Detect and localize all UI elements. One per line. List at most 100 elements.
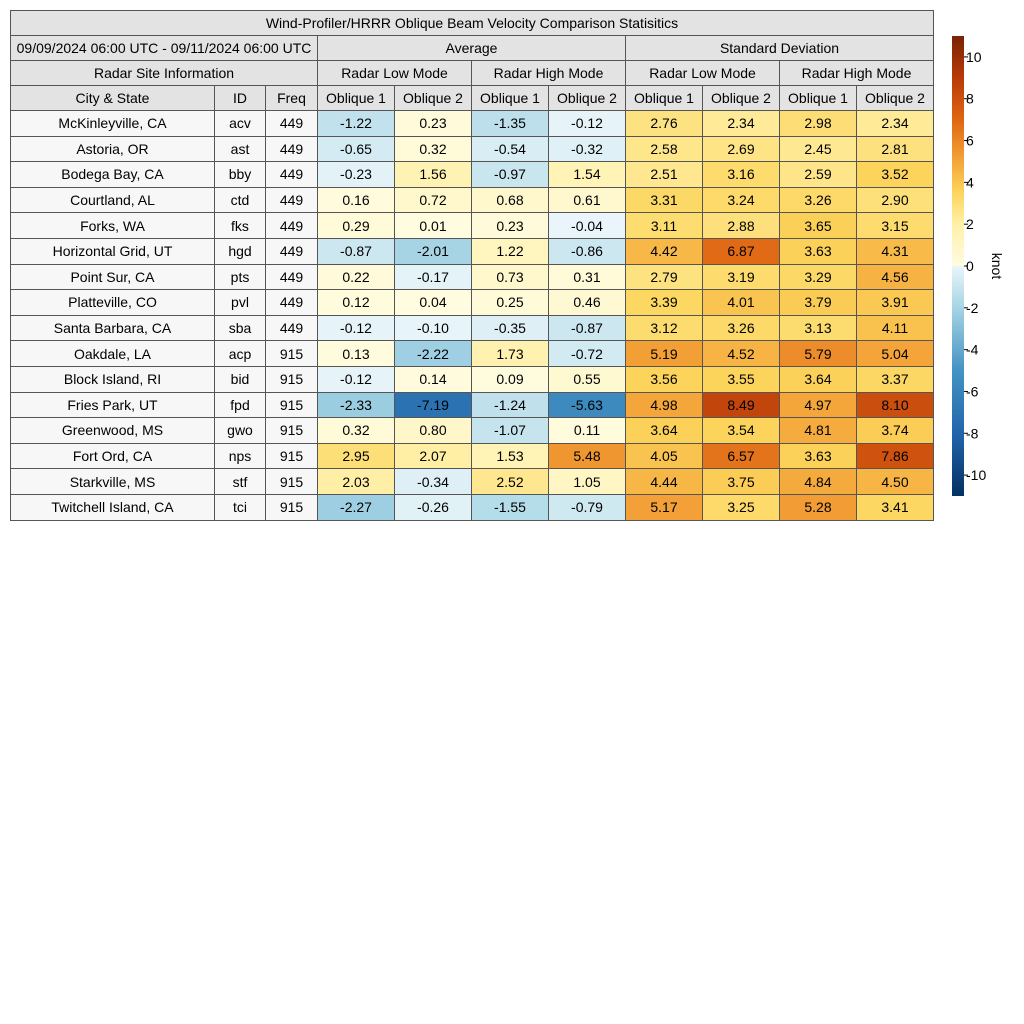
site-city: Courtland, AL	[10, 186, 215, 214]
value-cell: 3.11	[625, 212, 703, 239]
value-cell: 4.52	[702, 340, 780, 367]
value-cell: 3.15	[856, 212, 934, 239]
site-city: Platteville, CO	[10, 289, 215, 316]
value-cell: 3.41	[856, 493, 934, 521]
value-cell: 0.31	[548, 263, 626, 291]
value-cell: -1.07	[471, 417, 549, 444]
table-row: McKinleyville, CA acv 449 -1.22 0.23 -1.35 -0.…	[10, 110, 934, 137]
colorbar-tick-label: 6	[966, 133, 974, 149]
table-row: Courtland, AL ctd 449 0.16 0.72 0.68 0.61 3.31 3…	[10, 186, 934, 214]
value-cell: 3.12	[625, 314, 703, 342]
value-cell: 8.49	[702, 391, 780, 419]
site-id: nps	[214, 442, 266, 470]
site-city: McKinleyville, CA	[10, 110, 215, 137]
site-id: tci	[214, 493, 266, 521]
value-cell: 0.23	[471, 212, 549, 239]
table-title: Wind-Profiler/HRRR Oblique Beam Velocity…	[10, 10, 934, 36]
value-cell: 0.12	[317, 289, 395, 316]
table-row: Astoria, OR ast 449 -0.65 0.32 -0.54 -0.32 2.58…	[10, 135, 934, 163]
value-cell: 5.17	[625, 493, 703, 521]
value-cell: -0.87	[548, 314, 626, 342]
value-cell: 2.45	[779, 135, 857, 163]
value-cell: 2.81	[856, 135, 934, 163]
site-city: Astoria, OR	[10, 135, 215, 163]
value-cell: 4.31	[856, 237, 934, 265]
value-cell: 3.37	[856, 365, 934, 393]
value-cell: 3.74	[856, 417, 934, 444]
site-freq: 915	[265, 417, 318, 444]
value-cell: -2.27	[317, 493, 395, 521]
value-cell: 7.86	[856, 442, 934, 470]
value-cell: -0.35	[471, 314, 549, 342]
value-cell: 5.48	[548, 442, 626, 470]
value-cell: 3.56	[625, 365, 703, 393]
column-header-city: City & State	[10, 85, 215, 111]
column-header-id: ID	[214, 85, 266, 111]
site-freq: 915	[265, 442, 318, 470]
value-cell: 2.59	[779, 161, 857, 188]
site-id: hgd	[214, 237, 266, 265]
colorbar-gradient	[952, 36, 964, 496]
value-cell: -0.26	[394, 493, 472, 521]
value-cell: 0.72	[394, 186, 472, 214]
value-cell: 3.31	[625, 186, 703, 214]
site-city: Santa Barbara, CA	[10, 314, 215, 342]
value-cell: -0.12	[317, 314, 395, 342]
value-cell: 0.13	[317, 340, 395, 367]
column-header-beam: Oblique 1	[779, 85, 857, 111]
value-cell: 3.29	[779, 263, 857, 291]
value-cell: 2.98	[779, 110, 857, 137]
colorbar-tick-label: 4	[966, 174, 974, 190]
value-cell: -1.35	[471, 110, 549, 137]
colorbar-tick-label: -10	[966, 467, 986, 483]
value-cell: 0.55	[548, 365, 626, 393]
value-cell: 1.56	[394, 161, 472, 188]
value-cell: 3.75	[702, 468, 780, 495]
value-cell: 2.79	[625, 263, 703, 291]
site-id: acp	[214, 340, 266, 367]
value-cell: -0.17	[394, 263, 472, 291]
date-range: 09/09/2024 06:00 UTC - 09/11/2024 06:00 …	[10, 35, 318, 61]
column-header-beam: Oblique 2	[394, 85, 472, 111]
site-city: Greenwood, MS	[10, 417, 215, 444]
value-cell: 1.54	[548, 161, 626, 188]
value-cell: 0.01	[394, 212, 472, 239]
value-cell: 0.11	[548, 417, 626, 444]
table-row: Block Island, RI bid 915 -0.12 0.14 0.09 0.55 3…	[10, 365, 934, 393]
colorbar-tick-label: -6	[966, 383, 979, 399]
site-freq: 449	[265, 161, 318, 188]
site-id: fks	[214, 212, 266, 239]
site-id: stf	[214, 468, 266, 495]
value-cell: 0.29	[317, 212, 395, 239]
value-cell: 0.73	[471, 263, 549, 291]
value-cell: 3.91	[856, 289, 934, 316]
value-cell: -0.97	[471, 161, 549, 188]
table-row: Oakdale, LA acp 915 0.13 -2.22 1.73 -0.72 5.19 4…	[10, 340, 934, 367]
site-freq: 449	[265, 186, 318, 214]
value-cell: 5.04	[856, 340, 934, 367]
value-cell: -2.22	[394, 340, 472, 367]
value-cell: 0.32	[394, 135, 472, 163]
value-cell: 5.28	[779, 493, 857, 521]
value-cell: 0.25	[471, 289, 549, 316]
value-cell: 0.16	[317, 186, 395, 214]
value-cell: 3.26	[702, 314, 780, 342]
stats-table: Wind-Profiler/HRRR Oblique Beam Velocity…	[10, 10, 934, 521]
site-id: gwo	[214, 417, 266, 444]
value-cell: 2.52	[471, 468, 549, 495]
site-freq: 915	[265, 468, 318, 495]
value-cell: 2.76	[625, 110, 703, 137]
value-cell: 2.69	[702, 135, 780, 163]
value-cell: 2.90	[856, 186, 934, 214]
table-body: Wind-Profiler/HRRR Oblique Beam Velocity…	[10, 10, 934, 521]
column-header-beam: Oblique 2	[548, 85, 626, 111]
value-cell: 5.79	[779, 340, 857, 367]
value-cell: -0.04	[548, 212, 626, 239]
value-cell: 4.11	[856, 314, 934, 342]
value-cell: -0.86	[548, 237, 626, 265]
value-cell: 4.98	[625, 391, 703, 419]
site-id: ctd	[214, 186, 266, 214]
table-row: Twitchell Island, CA tci 915 -2.27 -0.26 -1.5…	[10, 493, 934, 521]
value-cell: 4.42	[625, 237, 703, 265]
value-cell: 3.16	[702, 161, 780, 188]
